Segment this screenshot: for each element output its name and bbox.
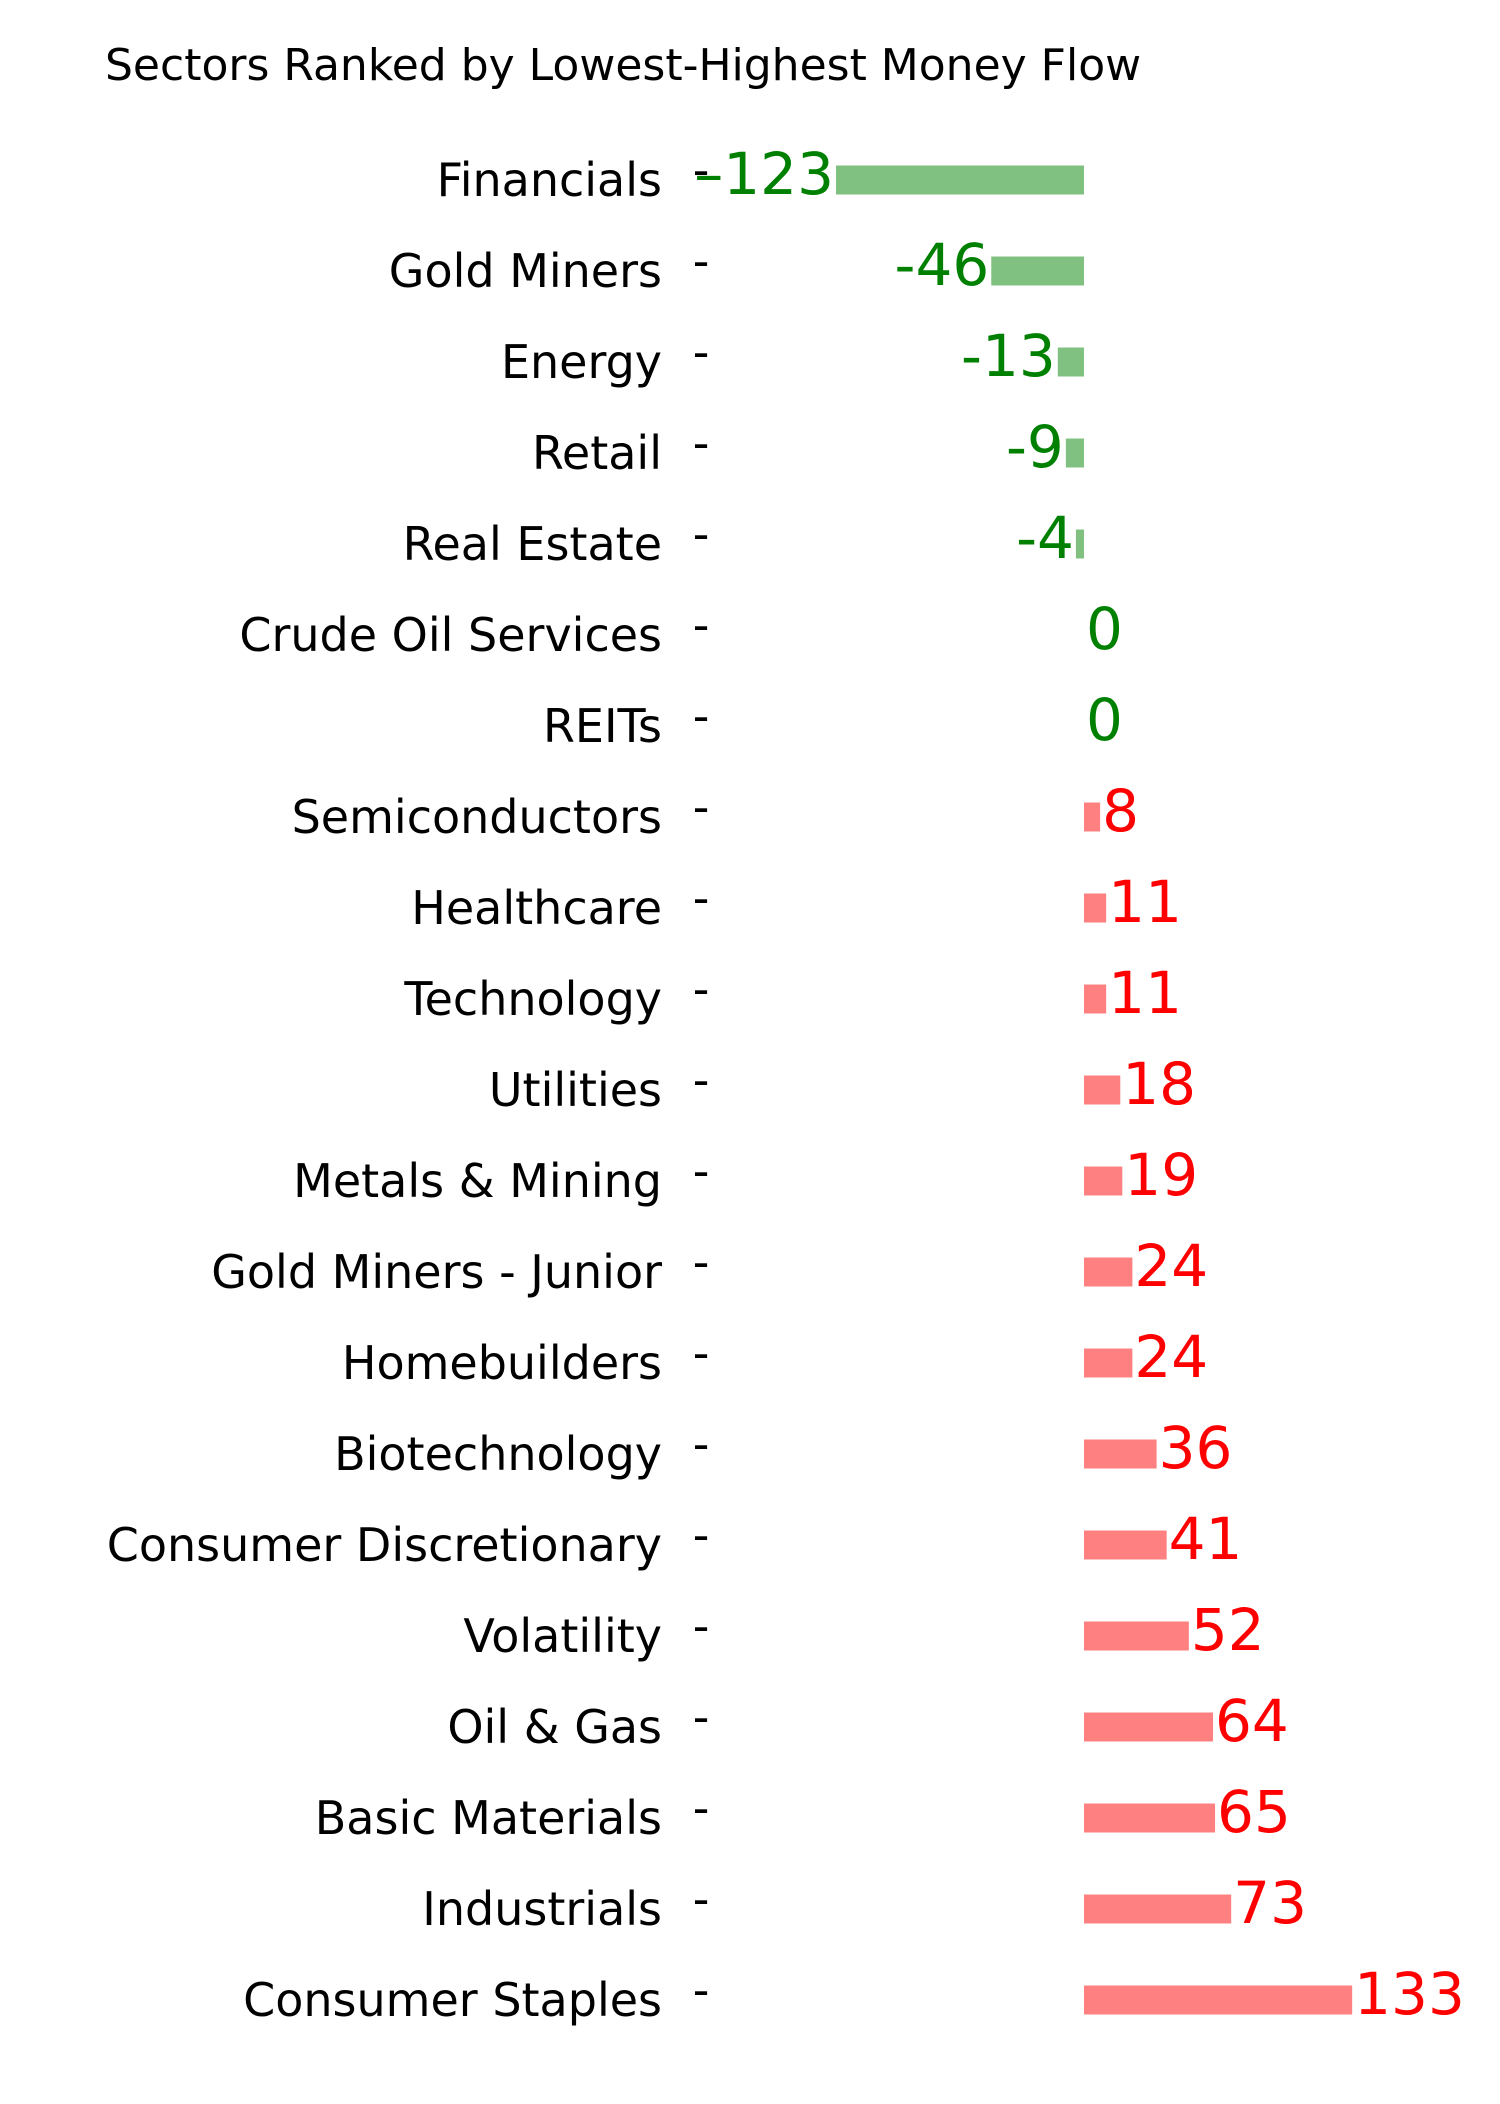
bar <box>1057 347 1084 377</box>
data-label: 8 <box>1102 777 1139 845</box>
data-label: 24 <box>1134 1323 1208 1391</box>
category-label: Healthcare <box>411 881 662 935</box>
category-label: REITs <box>543 699 662 753</box>
axis-tick: - <box>693 1963 710 2017</box>
data-label: 0 <box>1086 595 1123 663</box>
bar <box>1084 984 1107 1014</box>
bar <box>1084 1803 1216 1833</box>
data-label: 65 <box>1217 1778 1291 1846</box>
data-label: 19 <box>1124 1141 1198 1209</box>
axis-tick: - <box>693 143 710 197</box>
data-label: -46 <box>895 231 990 299</box>
bar <box>1084 1712 1214 1742</box>
data-label: 36 <box>1159 1414 1233 1482</box>
category-label: Oil & Gas <box>447 1700 662 1754</box>
axis-tick: - <box>693 1053 710 1107</box>
axis-tick: - <box>693 1872 710 1926</box>
category-label: Real Estate <box>403 517 662 571</box>
bar <box>1084 1348 1133 1378</box>
axis-tick: - <box>693 325 710 379</box>
category-label: Energy <box>501 335 662 389</box>
axis-tick: - <box>693 780 710 834</box>
category-label: Homebuilders <box>342 1336 662 1390</box>
category-label: Semiconductors <box>292 790 662 844</box>
bar <box>1084 1257 1133 1287</box>
category-label: Technology <box>403 972 662 1026</box>
axis-tick: - <box>693 1326 710 1380</box>
axis-tick: - <box>693 1508 710 1562</box>
data-label: 73 <box>1233 1869 1307 1937</box>
category-label: Financials <box>437 153 662 207</box>
data-label: 133 <box>1354 1960 1465 2028</box>
bar <box>1084 1439 1157 1469</box>
axis-tick: - <box>693 1417 710 1471</box>
data-label: -9 <box>1006 413 1064 481</box>
axis-tick: - <box>693 1781 710 1835</box>
data-label: 11 <box>1108 959 1182 1027</box>
axis-tick: - <box>693 1599 710 1653</box>
bar <box>1084 1166 1123 1196</box>
data-label: 64 <box>1215 1687 1289 1755</box>
category-label: Volatility <box>463 1609 662 1663</box>
category-label: Crude Oil Services <box>239 608 662 662</box>
bar <box>1084 1530 1167 1560</box>
category-label: Consumer Staples <box>243 1973 662 2027</box>
axis-tick: - <box>693 598 710 652</box>
axis-tick: - <box>693 234 710 288</box>
category-label: Consumer Discretionary <box>107 1518 662 1572</box>
bar <box>1084 1621 1189 1651</box>
category-label: Metals & Mining <box>293 1154 662 1208</box>
bar <box>1084 802 1101 832</box>
category-label: Retail <box>532 426 662 480</box>
data-label: -4 <box>1016 504 1074 572</box>
data-label: -13 <box>961 322 1056 390</box>
category-label: Utilities <box>489 1063 662 1117</box>
bar <box>1084 893 1107 923</box>
category-label: Gold Miners - Junior <box>211 1245 662 1299</box>
axis-tick: - <box>693 689 710 743</box>
bar <box>1065 438 1084 468</box>
category-label: Biotechnology <box>334 1427 662 1481</box>
bar <box>1075 529 1084 559</box>
data-label: 52 <box>1191 1596 1265 1664</box>
axis-tick: - <box>693 871 710 925</box>
bar <box>836 165 1084 195</box>
bar <box>1084 1075 1121 1105</box>
axis-tick: - <box>693 962 710 1016</box>
data-label: 11 <box>1108 868 1182 936</box>
axis-tick: - <box>693 1144 710 1198</box>
axis-tick: - <box>693 1235 710 1289</box>
data-label: –123 <box>694 140 834 208</box>
chart-title: Sectors Ranked by Lowest-Highest Money F… <box>105 40 1141 91</box>
bar <box>991 256 1084 286</box>
data-label: 0 <box>1086 686 1123 754</box>
axis-tick: - <box>693 1690 710 1744</box>
category-label: Gold Miners <box>389 244 662 298</box>
category-label: Industrials <box>422 1882 662 1936</box>
bar <box>1084 1894 1232 1924</box>
data-label: 41 <box>1169 1505 1243 1573</box>
category-label: Basic Materials <box>315 1791 662 1845</box>
data-label: 24 <box>1134 1232 1208 1300</box>
axis-tick: - <box>693 507 710 561</box>
data-label: 18 <box>1122 1050 1196 1118</box>
axis-tick: - <box>693 416 710 470</box>
bar <box>1084 1985 1353 2015</box>
